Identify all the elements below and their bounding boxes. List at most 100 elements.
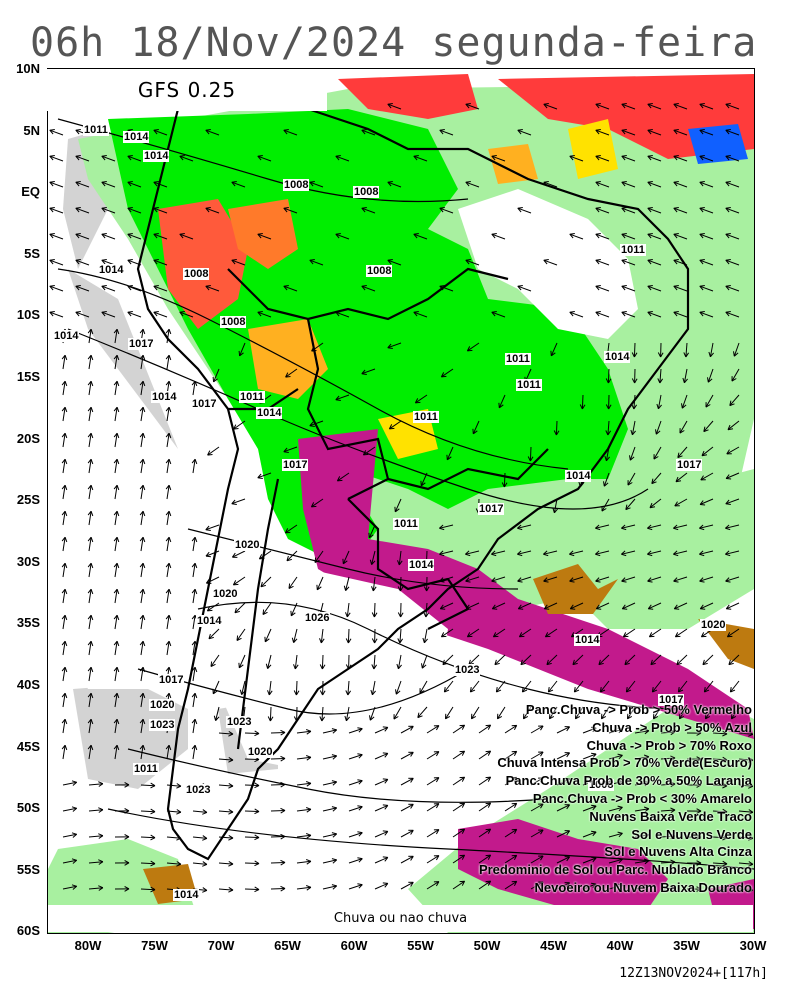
wind-arrow-head bbox=[446, 456, 452, 461]
wind-arrow bbox=[205, 285, 220, 292]
wind-arrow bbox=[546, 654, 558, 666]
wind-arrow bbox=[127, 311, 142, 318]
wind-arrow-head bbox=[647, 527, 653, 531]
wind-arrow-head bbox=[371, 638, 376, 644]
wind-arrow-head bbox=[678, 689, 684, 693]
wind-arrow-head bbox=[439, 580, 445, 583]
wind-arrow bbox=[114, 615, 118, 630]
wind-arrow-head bbox=[382, 752, 388, 754]
wind-arrow bbox=[420, 472, 428, 487]
wind-arrow-head bbox=[704, 689, 710, 693]
wind-arrow-head bbox=[113, 354, 118, 360]
wind-arrow-head bbox=[384, 779, 389, 784]
wind-arrow-head bbox=[670, 729, 676, 733]
wind-arrow-head bbox=[254, 889, 260, 893]
wind-arrow-head bbox=[543, 553, 549, 557]
wind-arrow-head bbox=[653, 456, 659, 460]
wind-arrow-head bbox=[522, 689, 528, 693]
wind-arrow bbox=[62, 589, 66, 604]
wind-arrow bbox=[478, 880, 491, 890]
wind-arrow-head bbox=[725, 103, 731, 105]
wind-arrow bbox=[244, 862, 260, 864]
wind-arrow-head bbox=[699, 155, 704, 161]
wind-arrow-head bbox=[150, 808, 156, 813]
wind-arrow-head bbox=[679, 715, 685, 720]
wind-arrow bbox=[519, 628, 532, 638]
wind-arrow-head bbox=[722, 733, 728, 737]
isobar-label: 1023 bbox=[454, 664, 481, 676]
wind-arrow-head bbox=[670, 807, 676, 811]
wind-arrow bbox=[75, 181, 90, 188]
wind-arrow-head bbox=[49, 233, 55, 235]
wind-arrow-head bbox=[382, 830, 388, 832]
lat-label: 10S bbox=[16, 307, 40, 323]
wind-arrow-head bbox=[595, 527, 601, 531]
wind-arrow bbox=[400, 855, 414, 864]
wind-arrow-head bbox=[358, 728, 363, 733]
wind-arrow-head bbox=[231, 499, 236, 505]
wind-arrow-head bbox=[208, 633, 211, 639]
wind-arrow-head bbox=[435, 751, 440, 757]
wind-arrow bbox=[678, 680, 688, 693]
isobar-label: 1011 bbox=[133, 763, 159, 775]
wind-arrow-head bbox=[673, 604, 678, 610]
wind-arrow-head bbox=[726, 449, 730, 455]
wind-arrow-head bbox=[651, 481, 657, 485]
wind-arrow-head bbox=[260, 581, 263, 587]
wind-arrow-head bbox=[699, 550, 704, 555]
lat-label: 60S bbox=[16, 923, 40, 939]
wind-arrow bbox=[674, 602, 688, 610]
wind-arrow-head bbox=[440, 632, 445, 638]
wind-arrow-head bbox=[280, 807, 286, 811]
wind-arrow bbox=[478, 802, 491, 812]
wind-arrow-head bbox=[191, 588, 196, 594]
wind-arrow-head bbox=[124, 836, 130, 840]
wind-arrow-head bbox=[673, 527, 679, 531]
wind-arrow-head bbox=[142, 355, 146, 361]
wind-arrow-head bbox=[621, 577, 626, 582]
wind-arrow-head bbox=[696, 808, 702, 812]
wind-arrow-head bbox=[205, 285, 210, 291]
wind-arrow bbox=[627, 472, 636, 486]
wind-arrow bbox=[295, 680, 298, 696]
wind-arrow-head bbox=[165, 614, 170, 620]
wind-arrow bbox=[127, 207, 142, 214]
isobar-label: 1023 bbox=[185, 784, 212, 796]
wind-arrow-head bbox=[191, 640, 196, 646]
wind-arrow-head bbox=[116, 745, 120, 751]
wind-arrow-head bbox=[572, 662, 578, 666]
wind-arrow-head bbox=[368, 534, 374, 539]
wind-arrow-head bbox=[139, 666, 144, 672]
wind-arrow bbox=[348, 754, 363, 760]
wind-arrow bbox=[309, 420, 324, 427]
wind-arrow-head bbox=[496, 689, 502, 693]
wind-arrow bbox=[426, 829, 440, 838]
wind-arrow-head bbox=[647, 259, 653, 261]
wind-arrow bbox=[595, 550, 610, 555]
wind-arrow-head bbox=[543, 103, 548, 109]
wind-arrow-head bbox=[254, 730, 260, 734]
wind-arrow-head bbox=[733, 351, 735, 357]
wind-arrow-head bbox=[387, 259, 392, 265]
wind-arrow bbox=[283, 129, 298, 136]
wind-arrow-head bbox=[595, 181, 601, 183]
wind-arrow bbox=[140, 836, 156, 839]
wind-arrow-head bbox=[487, 854, 492, 860]
wind-arrow bbox=[257, 472, 272, 479]
wind-arrow-head bbox=[410, 726, 414, 731]
wind-arrow bbox=[233, 420, 246, 430]
wind-arrow-head bbox=[283, 285, 289, 287]
wind-arrow-head bbox=[647, 311, 653, 313]
wind-arrow bbox=[62, 833, 77, 838]
wind-arrow-head bbox=[384, 753, 389, 758]
wind-arrow-head bbox=[357, 753, 363, 756]
wind-arrow-head bbox=[64, 563, 68, 569]
wind-arrow bbox=[179, 233, 194, 240]
wind-arrow-head bbox=[168, 329, 172, 335]
wind-arrow-head bbox=[280, 836, 286, 840]
wind-arrow bbox=[153, 129, 168, 136]
wind-arrow-head bbox=[371, 560, 376, 565]
wind-arrow-head bbox=[423, 612, 427, 618]
wind-arrow-head bbox=[280, 755, 286, 759]
wind-arrow-head bbox=[101, 155, 107, 157]
